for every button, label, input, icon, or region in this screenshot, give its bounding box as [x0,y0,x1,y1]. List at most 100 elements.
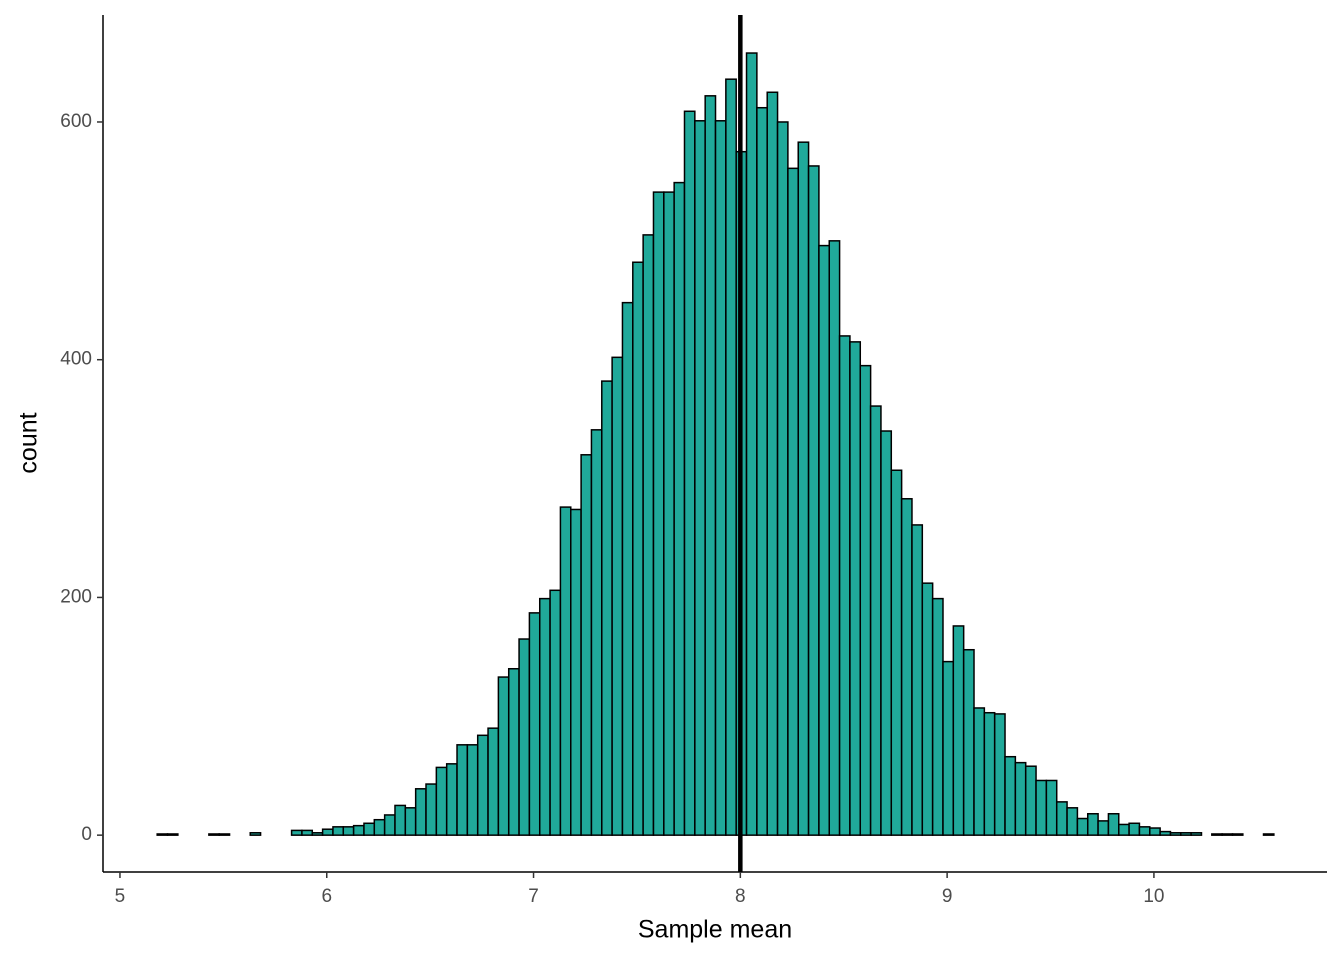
bar [425,783,438,836]
bar [1107,813,1120,836]
x-tick-label: 6 [321,886,332,907]
x-tick-label: 9 [942,886,953,907]
bar [776,121,789,836]
bar [1035,779,1048,836]
bar [518,638,531,836]
y-tick-label: 200 [60,586,92,607]
bar [973,707,986,836]
y-tick-label: 600 [60,111,92,132]
bar [787,167,799,836]
bar [570,508,582,836]
bar [466,744,479,836]
bar [714,120,727,836]
bar [952,625,965,836]
bar [725,78,737,836]
bar [942,660,955,836]
bar [456,744,469,836]
bar [601,380,613,836]
bar [156,833,169,836]
bar [993,713,1006,836]
bar [663,191,675,836]
bar [869,405,882,836]
bar [807,165,820,836]
bar [962,648,975,836]
bar [311,832,324,836]
y-tick-label: 400 [60,349,92,370]
bar [683,110,696,836]
bar [1211,833,1223,836]
bar [487,727,500,836]
bar [301,829,314,836]
bar [249,832,262,836]
bar [1086,813,1099,836]
bar [1159,830,1172,836]
bar [859,364,872,836]
bar [476,734,489,836]
bar [611,356,624,836]
bar [528,612,541,836]
bar [1180,832,1192,836]
bar [880,430,893,836]
y-axis-title: count [15,412,43,473]
bar [983,711,996,836]
bar [704,95,717,836]
bar [342,826,355,836]
bar [559,506,572,836]
bar [1076,817,1089,836]
bar [507,667,520,836]
bar [1066,807,1079,836]
bar [1262,833,1275,836]
bar [383,814,396,836]
bar [931,597,944,836]
bar [849,341,862,836]
bar [1169,832,1182,836]
bar [497,676,510,836]
bar [363,822,376,836]
bar [1024,765,1037,836]
bar [1097,820,1110,836]
bar [673,181,686,836]
bar [404,807,417,836]
bar [208,833,220,836]
bar [218,833,231,836]
bar [549,589,562,836]
y-tick-label: 0 [81,824,92,845]
bar [445,763,458,836]
bar [621,301,634,836]
bar [1128,822,1141,836]
bar [1045,779,1058,836]
bar [1004,755,1017,836]
x-axis-title: Sample mean [638,916,792,944]
bar [590,429,603,836]
bar [373,818,386,836]
bar [828,240,841,836]
bar [1231,833,1244,836]
bar [332,826,345,836]
bar [900,498,913,836]
bar [538,597,551,836]
bar [818,244,831,836]
bar [290,829,303,836]
bar [745,52,758,836]
bar [166,833,179,836]
bar [694,120,706,836]
bar [1190,832,1203,836]
bar [632,261,644,836]
bar [580,454,593,836]
x-tick-label: 10 [1143,886,1164,907]
bar [1149,827,1161,836]
bar [435,766,448,836]
bar [797,141,810,836]
bar [414,788,427,836]
bar [1014,761,1027,836]
bar [352,824,365,836]
bar [1055,801,1068,836]
bar [642,234,655,836]
bar [1221,833,1234,836]
bar [756,106,768,836]
bar [321,828,334,836]
bar [652,191,665,836]
bar [766,91,779,836]
x-tick-label: 8 [735,886,746,907]
